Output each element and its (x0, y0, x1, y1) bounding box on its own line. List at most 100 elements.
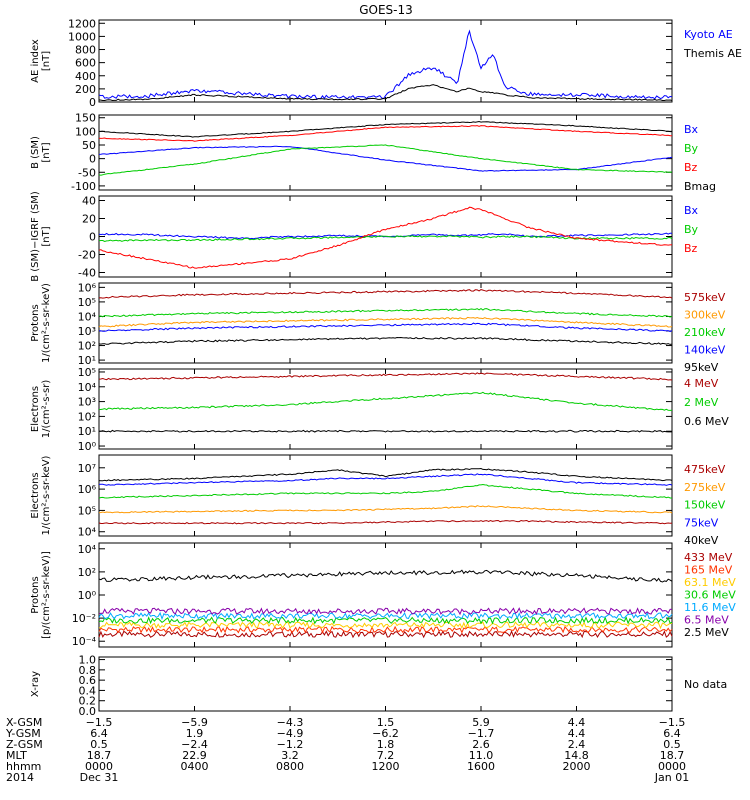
y-axis-label: B (SM)−IGRF (SM)[nT] (30, 191, 52, 282)
xaxis-value: 18.7 (660, 749, 685, 762)
xaxis-value: Dec 31 (80, 771, 119, 784)
panel-frame (98, 19, 673, 103)
legend-label: 165 MeV (684, 564, 733, 577)
series-line-475kev (98, 519, 673, 525)
ytick-label: 10⁴ (78, 381, 97, 394)
legend-label: 6.5 MeV (684, 614, 729, 627)
series-line-2-mev (99, 391, 673, 411)
xaxis-value: Jan 01 (654, 771, 689, 784)
series-line-165-mev (98, 625, 673, 634)
legend-label: Bz (684, 242, 698, 255)
series-line-95kev (98, 336, 673, 345)
xaxis-value: 5.9 (472, 716, 490, 729)
y-axis-label: AE index[nT] (30, 39, 52, 83)
legend-label: 275keV (684, 481, 726, 494)
ytick-label: -40 (78, 267, 96, 280)
ytick-label: 0.2 (79, 695, 97, 708)
series-line-bmag (98, 120, 672, 138)
xaxis-value: 11.0 (469, 749, 494, 762)
xaxis-value: −4.3 (277, 716, 304, 729)
y-axis-label-line: 1/(cm²-s-sr-keV) (41, 455, 52, 535)
xaxis-value: 0800 (276, 760, 304, 773)
ytick-label: 0 (89, 231, 96, 244)
xaxis-value: 1.8 (377, 738, 395, 751)
ytick-label: 10¹ (78, 354, 96, 367)
y-axis-label: B (SM)[nT] (30, 136, 52, 169)
panel-protons2: 10⁴ 10² 10⁰ 10⁻² 10⁻⁴ Protons[p/(cm²-s-sr-keV… (30, 542, 736, 648)
series-line-6.5-mev (98, 607, 673, 616)
xaxis-value: 2.4 (568, 738, 586, 751)
ytick-label: 10⁴ (78, 543, 97, 556)
legend-label: Bx (684, 204, 699, 217)
panel-frame (98, 656, 673, 712)
y-axis-label-line: [nT] (41, 142, 52, 162)
series-line-0.6-mev (99, 429, 672, 433)
legend-label: 0.6 MeV (684, 415, 729, 428)
ytick-label: 10³ (78, 396, 96, 409)
ytick-label: 20 (82, 213, 96, 226)
xaxis-value: 2000 (563, 760, 591, 773)
xaxis-value: 1.5 (377, 716, 395, 729)
legend-label: 40keV (684, 534, 719, 547)
ytick-label: 10⁰ (78, 589, 97, 602)
xaxis-value: 7.2 (377, 749, 395, 762)
xaxis-row-label: MLT (6, 749, 27, 762)
xaxis-value: 6.4 (663, 727, 681, 740)
ytick-label: 10⁵ (78, 504, 96, 517)
y-axis-label-line: Protons (30, 304, 41, 341)
xaxis-value: −1.7 (468, 727, 495, 740)
xaxis-row-label: 2014 (6, 771, 34, 784)
series-line-by (98, 235, 673, 243)
legend-label: Bmag (684, 180, 716, 193)
xaxis-value: −6.2 (372, 727, 399, 740)
xaxis-value: 4.4 (568, 716, 586, 729)
legend-label: 2 MeV (684, 396, 719, 409)
ytick-label: 0.4 (79, 684, 97, 697)
legend-label: No data (684, 678, 727, 691)
y-axis-label: Electrons1/(cm²-s-sr) (30, 380, 52, 439)
ytick-label: 400 (75, 70, 96, 83)
xaxis-row-label: hhmm (6, 760, 41, 773)
ytick-label: 40 (82, 195, 96, 208)
ytick-label: 600 (75, 57, 96, 70)
ytick-label: 10⁻² (72, 612, 96, 625)
xaxis-value: 0000 (85, 760, 113, 773)
xaxis-value: −2.4 (181, 738, 208, 751)
ytick-label: 50 (82, 139, 96, 152)
legend-label: 11.6 MeV (684, 601, 736, 614)
xaxis-row-label: Y-GSM (5, 727, 41, 740)
series-line-575kev (98, 289, 673, 299)
figure-title: GOES-13 (359, 3, 413, 17)
series-line-bz (98, 125, 673, 142)
series-line-300kev (98, 316, 673, 328)
legend-label: Themis AE (683, 47, 742, 60)
xaxis-value: −5.9 (181, 716, 208, 729)
y-axis-label-line: 1/(cm²-s-sr-keV) (41, 283, 52, 363)
y-axis-label-line: B (SM) (30, 136, 41, 169)
panel-electrons2: 10⁷ 10⁶ 10⁵ 10⁴ Electrons1/(cm²-s-sr-keV) 475… (30, 454, 726, 547)
xaxis-value: 22.9 (182, 749, 207, 762)
series-line-2.5-mev (98, 569, 673, 583)
y-axis-label-line: Electrons (30, 386, 41, 432)
legend-label: 30.6 MeV (684, 589, 736, 602)
ytick-label: 100 (75, 125, 96, 138)
series-line-75kev (98, 473, 673, 486)
legend-label: Bz (684, 161, 698, 174)
legend-label: By (684, 142, 699, 155)
xaxis-value: 4.4 (568, 727, 586, 740)
ytick-label: 1.0 (79, 654, 97, 667)
ytick-label: 10⁴ (78, 310, 97, 323)
series-line-275kev (98, 505, 673, 514)
y-axis-label-line: AE index (30, 39, 41, 83)
series-line-150kev (98, 483, 672, 499)
ytick-label: -20 (78, 249, 96, 262)
series-line-bx (98, 145, 673, 172)
series-line-140kev (98, 322, 673, 333)
xaxis-value: −1.5 (86, 716, 113, 729)
series-line-63.1-mev (98, 621, 673, 630)
ytick-label: 1000 (68, 30, 96, 43)
ytick-label: 1200 (68, 17, 96, 30)
